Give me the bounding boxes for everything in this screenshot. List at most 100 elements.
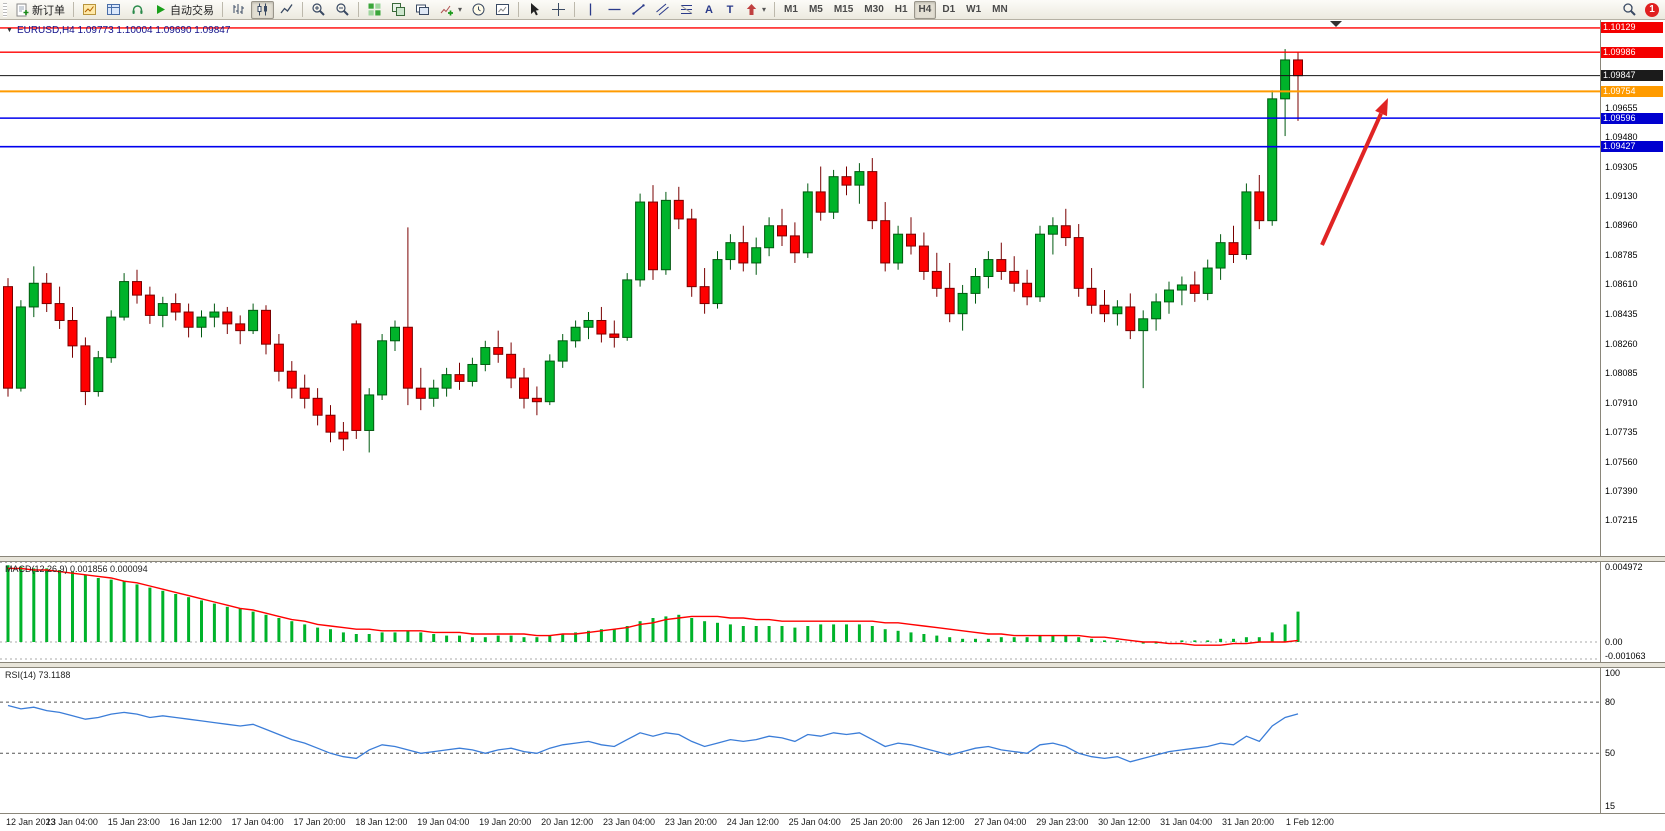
notification-badge[interactable]: 1	[1645, 2, 1659, 17]
timeframe-h4-button[interactable]: H4	[913, 0, 937, 19]
data-window-button[interactable]	[102, 1, 125, 19]
bull-candle-body	[957, 292, 968, 315]
timeframe-m30-button[interactable]: M30	[859, 1, 888, 19]
new-order-button[interactable]: 新订单	[11, 1, 69, 19]
timeframe-m5-button[interactable]: M5	[804, 1, 828, 19]
auto-trading-label: 自动交易	[170, 4, 214, 17]
bull-candle-body	[377, 340, 388, 396]
bear-candle-body	[132, 281, 142, 296]
candlestick-chart-button[interactable]	[251, 0, 274, 19]
bear-candle-body	[80, 345, 91, 393]
channel-tool-button[interactable]	[651, 1, 674, 19]
collapse-icon[interactable]: ▼	[6, 27, 13, 34]
time-axis-label: 30 Jan 12:00	[1098, 817, 1151, 827]
trendline-tool-button[interactable]	[627, 1, 650, 19]
bull-candle-body	[970, 275, 981, 294]
bull-candle-body	[828, 176, 839, 213]
fibonacci-tool-button[interactable]	[675, 1, 698, 19]
timeframe-group: M1 M5 M15 M30 H1 H4 D1 W1 MN	[779, 0, 1013, 19]
timeframe-d1-button[interactable]: D1	[937, 1, 960, 19]
support-button[interactable]	[126, 1, 149, 19]
macd-axis-label: 0.004972	[1605, 562, 1643, 572]
shift-marker[interactable]	[1330, 21, 1342, 27]
bull-candle-body	[712, 259, 723, 305]
time-axis-label: 15 Jan 23:00	[107, 817, 160, 827]
price-axis[interactable]: 1.10129 1.09986 1.09847 1.09754 1.09655 1.095…	[1601, 20, 1665, 813]
cascade-windows-button[interactable]	[411, 1, 434, 19]
bear-candle-body	[519, 377, 529, 399]
bull-candle-body	[1202, 267, 1213, 294]
main-chart[interactable]	[0, 20, 1600, 556]
bear-candle-body	[1009, 270, 1020, 284]
horizontal-line-tool-button[interactable]	[603, 1, 626, 19]
time-axis-label: 23 Jan 20:00	[664, 817, 717, 827]
timeframe-m1-button[interactable]: M1	[779, 1, 803, 19]
fibonacci-icon	[680, 5, 693, 14]
time-axis-label: 27 Jan 04:00	[974, 817, 1027, 827]
annotation-arrow-shaft[interactable]	[1320, 112, 1383, 246]
dropdown-arrow-icon: ▾	[762, 5, 767, 14]
timeframe-m15-button[interactable]: M15	[829, 1, 858, 19]
bull-candle-body	[1241, 191, 1252, 255]
toolbar: 新订单 自动交易	[0, 0, 1665, 20]
chart-header-text: EURUSD,H4 1.09773 1.10004 1.09690 1.0984…	[16, 25, 231, 36]
chart-properties-button[interactable]	[491, 1, 514, 19]
bull-candle-body	[209, 311, 220, 318]
time-axis[interactable]: 12 Jan 2023 13 Jan 04:00 15 Jan 23:00 16 Ja…	[0, 813, 1665, 831]
time-axis-label: 12 Jan 2023	[6, 817, 56, 827]
bull-candle-body	[1138, 318, 1149, 332]
market-watch-icon	[83, 4, 96, 15]
cascade-windows-icon	[416, 4, 429, 15]
macd-signal-line	[8, 567, 1299, 646]
timeframe-h1-button[interactable]: H1	[890, 1, 913, 19]
annotation-arrow-head[interactable]	[1375, 98, 1388, 117]
bull-candle-body	[157, 303, 168, 316]
toolbar-grip	[3, 2, 7, 17]
bear-candle-body	[1125, 306, 1136, 332]
market-watch-button[interactable]	[78, 1, 101, 19]
timeframe-mn-button[interactable]: MN	[987, 1, 1013, 19]
bear-candle-body	[1099, 304, 1110, 315]
cursor-tool-button[interactable]	[523, 1, 546, 19]
macd-axis-label: -0.001063	[1605, 651, 1646, 661]
tile-windows-button[interactable]	[363, 1, 386, 19]
label-tool-icon: T	[726, 3, 734, 16]
macd-axis-label: 0.00	[1605, 637, 1623, 647]
bar-chart-button[interactable]	[227, 1, 250, 19]
timeframe-w1-button[interactable]: W1	[961, 1, 986, 19]
bear-candle-body	[493, 347, 504, 355]
arrange-windows-button[interactable]	[387, 1, 410, 19]
bear-candle-body	[996, 259, 1007, 272]
bull-candle-body	[364, 394, 375, 431]
period-clock-button[interactable]	[467, 1, 490, 19]
bear-candle-body	[1293, 59, 1303, 77]
bull-candle-body	[725, 242, 736, 261]
separator	[358, 2, 359, 17]
vertical-line-tool-button[interactable]	[579, 1, 602, 19]
rsi-axis-label: 80	[1605, 697, 1616, 708]
add-indicator-button[interactable]: ▾	[435, 1, 466, 19]
text-tool-button[interactable]: A	[699, 1, 719, 19]
crosshair-tool-button[interactable]	[547, 1, 570, 19]
auto-trading-button[interactable]: 自动交易	[150, 1, 218, 19]
arrows-tool-button[interactable]: ▾	[741, 1, 770, 19]
macd-pane[interactable]	[0, 562, 1600, 662]
zoom-in-button[interactable]	[307, 1, 330, 19]
new-order-label: 新订单	[32, 4, 65, 17]
bull-candle-body	[983, 259, 994, 277]
rsi-pane[interactable]	[0, 668, 1600, 813]
pane-divider-macd[interactable]	[0, 556, 1665, 562]
bear-candle-body	[286, 370, 297, 389]
pane-divider-rsi[interactable]	[0, 662, 1665, 668]
label-tool-button[interactable]: T	[720, 1, 740, 19]
line-chart-button[interactable]	[275, 1, 298, 19]
zoom-out-button[interactable]	[331, 1, 354, 19]
bear-candle-body	[325, 414, 336, 433]
bear-candle-body	[273, 343, 284, 372]
bull-candle-body	[1112, 306, 1123, 315]
rsi-axis-label: 15	[1605, 801, 1616, 811]
time-axis-label: 16 Jan 12:00	[169, 817, 222, 827]
bull-candle-body	[802, 191, 813, 254]
bull-candle-body	[196, 316, 207, 328]
search-button[interactable]	[1618, 1, 1641, 19]
